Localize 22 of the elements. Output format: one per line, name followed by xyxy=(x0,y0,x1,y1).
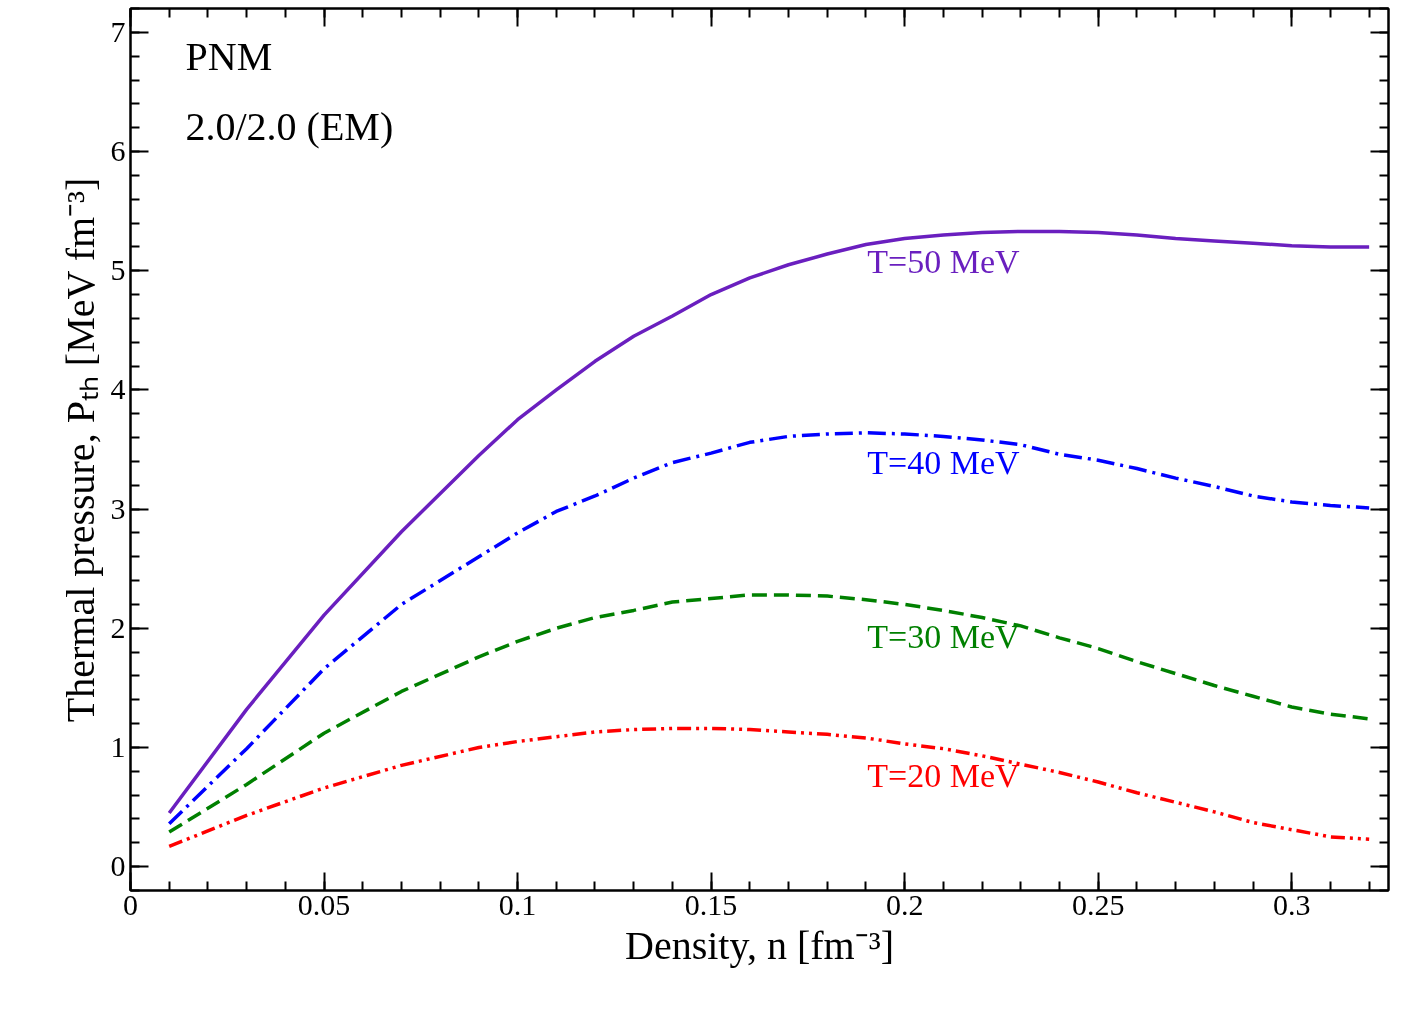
y-tick-label: 2 xyxy=(110,610,126,644)
x-axis-title: Density, n [fm⁻³] xyxy=(625,922,894,968)
x-tick-label: 0.15 xyxy=(684,887,738,921)
series-label: T=40 MeV xyxy=(867,444,1020,482)
series-label: T=20 MeV xyxy=(867,756,1020,794)
series-label: T=50 MeV xyxy=(867,242,1020,280)
annotation: PNM xyxy=(185,33,273,79)
x-tick-label: 0.3 xyxy=(1272,887,1311,921)
x-tick-label: 0.1 xyxy=(498,887,537,921)
y-axis-title: Thermal pressure, Pₜₕ [MeV fm⁻³] xyxy=(57,177,103,723)
y-tick-label: 0 xyxy=(110,849,126,883)
y-tick-label: 3 xyxy=(110,491,126,525)
y-tick-label: 4 xyxy=(110,372,126,406)
x-tick-label: 0.05 xyxy=(297,887,351,921)
series-label: T=30 MeV xyxy=(867,618,1020,656)
y-tick-label: 7 xyxy=(110,14,126,48)
y-tick-label: 6 xyxy=(110,134,126,168)
y-tick-label: 1 xyxy=(110,729,126,763)
annotation: 2.0/2.0 (EM) xyxy=(185,103,394,149)
y-tick-label: 5 xyxy=(110,253,126,287)
x-tick-label: 0.25 xyxy=(1071,887,1125,921)
x-tick-label: 0.2 xyxy=(885,887,924,921)
